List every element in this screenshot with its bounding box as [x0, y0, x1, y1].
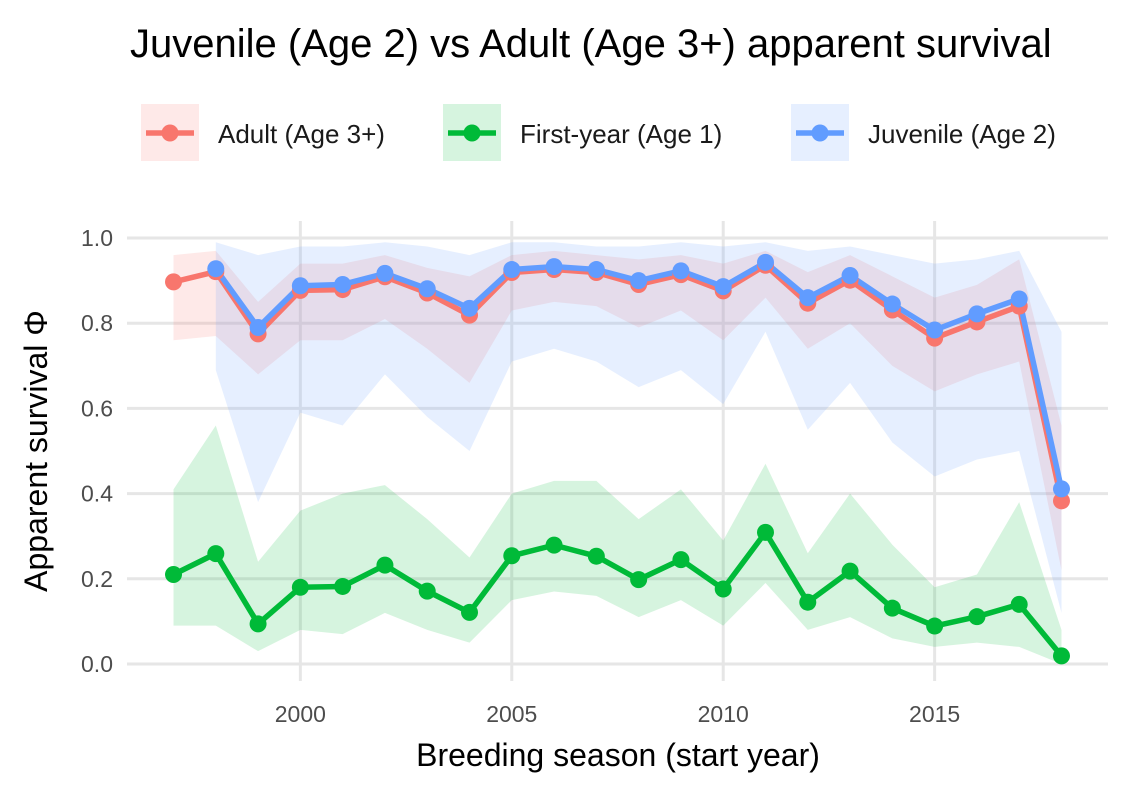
data-point [968, 305, 986, 323]
data-point [883, 599, 901, 617]
line-adult-age-3- [170, 262, 1065, 504]
data-point [799, 593, 817, 611]
ribbon-adult-age-3- [173, 250, 1062, 571]
ribbon-first-year-age-1- [173, 425, 1062, 664]
data-point [799, 289, 817, 307]
data-point [291, 277, 309, 295]
y-axis-title: Apparent survival Φ [18, 310, 54, 592]
data-point [841, 267, 859, 285]
data-point [630, 571, 648, 589]
chart-title: Juvenile (Age 2) vs Adult (Age 3+) appar… [130, 22, 1052, 66]
data-point [503, 547, 521, 565]
data-point [207, 260, 225, 278]
data-point [461, 299, 479, 317]
y-axis-ticks: 0.0 0.2 0.4 0.6 0.8 1.0 [81, 225, 113, 677]
data-point [841, 562, 859, 580]
line-first-year-age-1- [170, 529, 1065, 659]
legend-label: First-year (Age 1) [520, 119, 722, 149]
y-tick-label: 0.0 [81, 651, 113, 677]
data-point [334, 275, 352, 293]
data-point [545, 536, 563, 554]
data-point [714, 580, 732, 598]
y-tick-label: 0.8 [81, 310, 113, 336]
x-axis-title: Breeding season (start year) [416, 737, 820, 773]
legend-key-point [811, 124, 829, 142]
data-point [165, 273, 183, 291]
data-point [587, 547, 605, 565]
data-point [418, 582, 436, 600]
legend-label: Juvenile (Age 2) [868, 119, 1056, 149]
x-tick-label: 2010 [698, 701, 749, 727]
data-point [461, 603, 479, 621]
data-point [1052, 647, 1070, 665]
data-point [926, 321, 944, 339]
data-point [1010, 595, 1028, 613]
data-point [587, 261, 605, 279]
legend-key-point [463, 124, 481, 142]
y-tick-label: 0.4 [81, 481, 113, 507]
data-point [968, 608, 986, 626]
legend-label: Adult (Age 3+) [218, 119, 385, 149]
series-points [165, 253, 1070, 665]
data-point [756, 253, 774, 271]
x-tick-label: 2000 [275, 701, 326, 727]
data-point [418, 280, 436, 298]
y-tick-label: 1.0 [81, 225, 113, 251]
data-point [165, 566, 183, 584]
data-point [249, 615, 267, 633]
data-point [503, 261, 521, 279]
data-point [207, 545, 225, 563]
data-point [1010, 290, 1028, 308]
data-point [545, 258, 563, 276]
x-tick-label: 2005 [486, 701, 537, 727]
data-point [1052, 480, 1070, 498]
legend: Adult (Age 3+) First-year (Age 1) Juvenile… [141, 104, 1056, 161]
data-point [714, 278, 732, 296]
confidence-ribbons [173, 242, 1062, 664]
y-tick-label: 0.6 [81, 395, 113, 421]
legend-item: Juvenile (Age 2) [791, 104, 1056, 161]
x-axis-ticks: 2000 2005 2010 2015 [275, 701, 960, 727]
ribbon-juvenile-age-2- [215, 242, 1062, 613]
legend-item: First-year (Age 1) [443, 104, 722, 161]
data-point [249, 318, 267, 336]
y-tick-label: 0.2 [81, 566, 113, 592]
legend-item: Adult (Age 3+) [141, 104, 385, 161]
data-point [376, 556, 394, 574]
data-point [756, 523, 774, 541]
data-point [630, 272, 648, 290]
data-point [1052, 492, 1070, 510]
legend-key-point [161, 124, 179, 142]
data-point [883, 295, 901, 313]
data-point [672, 551, 690, 569]
data-point [334, 577, 352, 595]
data-point [376, 264, 394, 282]
x-tick-label: 2015 [909, 701, 960, 727]
data-point [672, 262, 690, 280]
data-point [926, 617, 944, 635]
grid [127, 221, 1108, 681]
data-point [291, 578, 309, 596]
